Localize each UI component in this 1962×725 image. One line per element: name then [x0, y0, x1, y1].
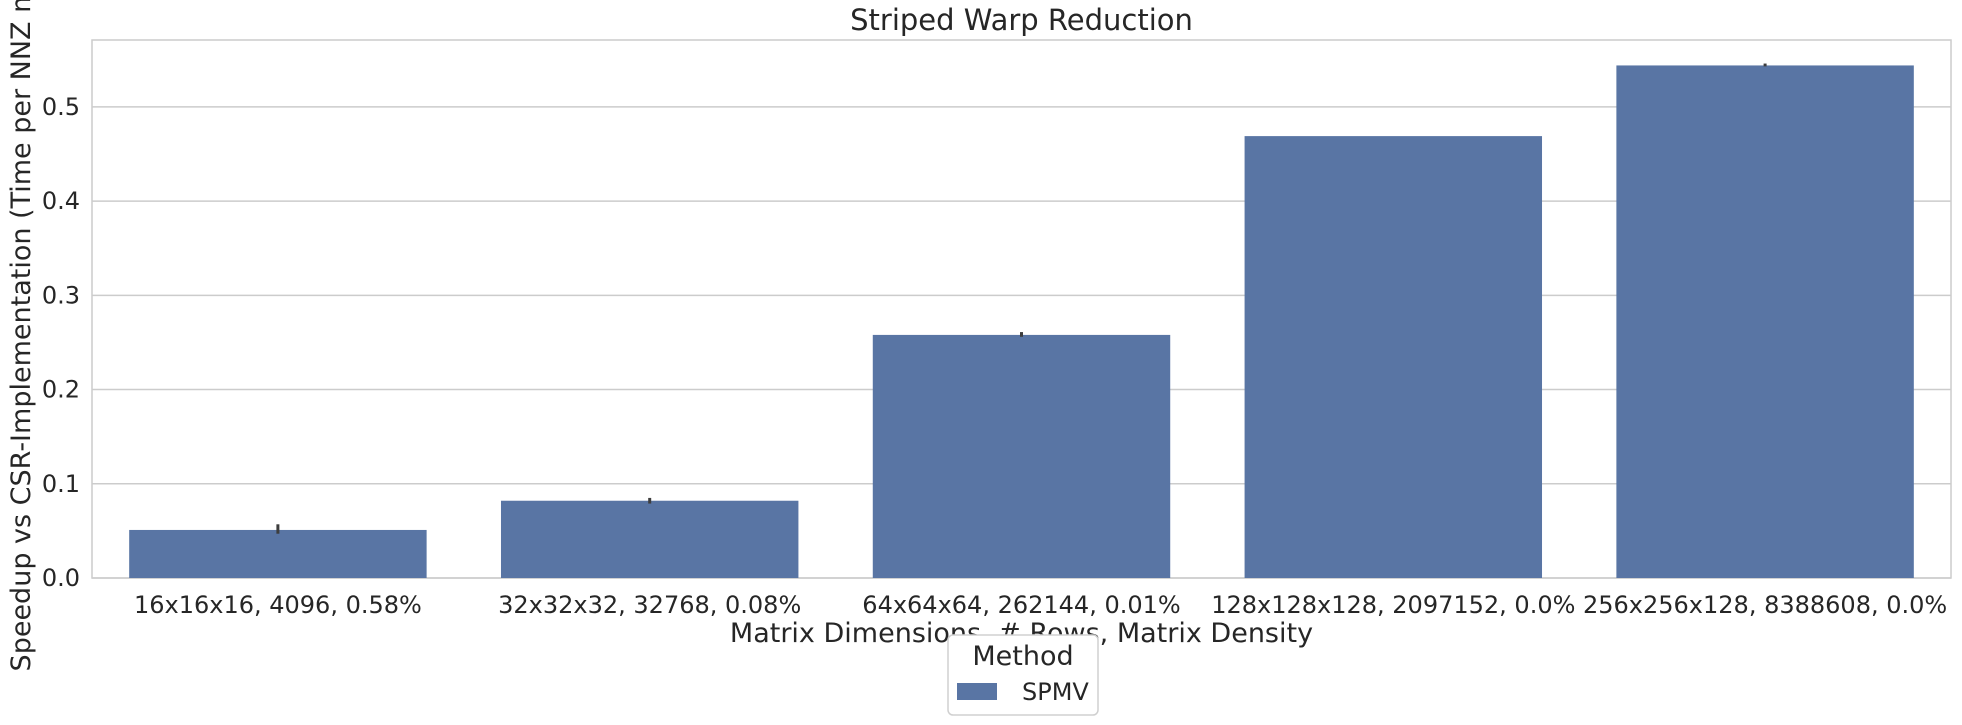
bar	[129, 529, 427, 578]
legend-title: Method	[972, 641, 1073, 672]
x-tick-label: 256x256x128, 8388608, 0.0%	[1583, 591, 1947, 619]
bars	[129, 65, 1914, 579]
x-tick-label: 64x64x64, 262144, 0.01%	[862, 591, 1180, 619]
x-tick-label: 32x32x32, 32768, 0.08%	[498, 591, 801, 619]
legend: Method SPMV	[947, 634, 1099, 716]
y-tick-label: 0.0	[42, 564, 80, 592]
x-tick-label: 16x16x16, 4096, 0.58%	[134, 591, 422, 619]
legend-swatch-spmv	[957, 683, 997, 700]
bar	[1244, 136, 1543, 578]
y-tick-label: 0.3	[42, 281, 80, 309]
bar	[872, 334, 1171, 578]
y-tick-label: 0.2	[42, 376, 80, 404]
legend-entry-spmv: SPMV	[1022, 678, 1089, 706]
y-axis-label: Speedup vs CSR-Implementation (Time per …	[6, 0, 37, 671]
x-tick-label: 128x128x128, 2097152, 0.0%	[1211, 591, 1575, 619]
y-tick-label: 0.4	[42, 187, 80, 215]
chart-title: Striped Warp Reduction	[850, 3, 1193, 37]
bar	[1616, 65, 1914, 579]
error-bars	[276, 63, 1767, 534]
y-tick-labels: 0.0 0.1 0.2 0.3 0.4 0.5	[42, 93, 80, 592]
y-tick-label: 0.1	[42, 470, 80, 498]
y-tick-label: 0.5	[42, 93, 80, 121]
bar	[500, 500, 799, 578]
x-tick-labels: 16x16x16, 4096, 0.58% 32x32x32, 32768, 0.…	[134, 591, 1947, 619]
